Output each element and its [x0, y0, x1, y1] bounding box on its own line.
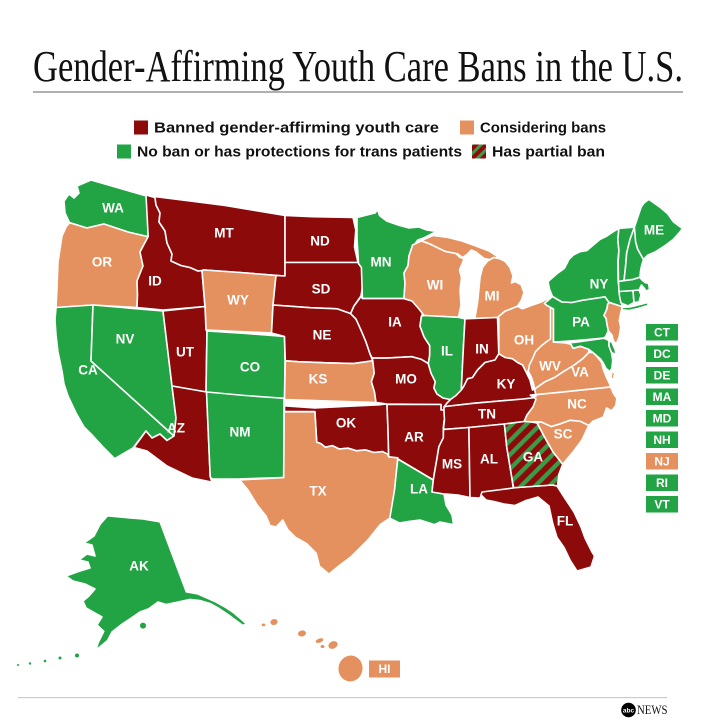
- svg-text:AZ: AZ: [167, 421, 185, 436]
- svg-text:NEWS: NEWS: [637, 702, 668, 717]
- svg-text:GA: GA: [523, 450, 544, 465]
- svg-text:NE: NE: [313, 328, 332, 343]
- svg-text:RI: RI: [656, 476, 668, 490]
- svg-text:KS: KS: [309, 372, 328, 387]
- svg-text:WI: WI: [427, 278, 444, 293]
- svg-text:PA: PA: [572, 315, 590, 330]
- svg-text:MT: MT: [214, 226, 234, 241]
- svg-text:WA: WA: [102, 201, 124, 216]
- svg-text:WV: WV: [539, 359, 561, 374]
- svg-text:ID: ID: [148, 274, 162, 289]
- svg-text:MN: MN: [371, 255, 392, 270]
- svg-text:Has partial ban: Has partial ban: [492, 145, 605, 161]
- svg-text:IL: IL: [441, 344, 453, 359]
- svg-text:VT: VT: [654, 498, 670, 512]
- svg-text:MD: MD: [653, 412, 672, 426]
- svg-text:MO: MO: [395, 372, 417, 387]
- svg-text:Gender-Affirming Youth Care Ba: Gender-Affirming Youth Care Bans in the …: [33, 42, 683, 91]
- svg-text:NH: NH: [653, 433, 670, 447]
- svg-text:MA: MA: [653, 390, 672, 404]
- svg-text:MS: MS: [442, 457, 462, 472]
- svg-text:CO: CO: [240, 360, 260, 375]
- svg-text:NJ: NJ: [654, 455, 669, 469]
- svg-text:DC: DC: [653, 347, 671, 361]
- svg-text:IN: IN: [475, 342, 489, 357]
- svg-text:Banned gender-affirming youth: Banned gender-affirming youth care: [154, 121, 439, 137]
- svg-text:AL: AL: [480, 452, 498, 467]
- svg-text:SC: SC: [554, 427, 573, 442]
- svg-text:NC: NC: [567, 397, 587, 412]
- svg-text:VA: VA: [571, 365, 589, 380]
- svg-text:FL: FL: [557, 514, 574, 529]
- svg-text:abc: abc: [623, 708, 635, 715]
- svg-text:SD: SD: [312, 282, 331, 297]
- svg-text:MI: MI: [485, 289, 500, 304]
- svg-text:NV: NV: [116, 332, 135, 347]
- svg-text:NM: NM: [230, 425, 251, 440]
- svg-text:IA: IA: [388, 315, 402, 330]
- svg-text:Considering bans: Considering bans: [480, 121, 606, 137]
- svg-text:AK: AK: [129, 559, 149, 574]
- svg-text:AR: AR: [404, 430, 424, 445]
- svg-text:TN: TN: [478, 407, 496, 422]
- svg-text:DE: DE: [654, 369, 671, 383]
- svg-text:KY: KY: [497, 377, 516, 392]
- svg-text:OK: OK: [336, 416, 357, 431]
- svg-text:OH: OH: [514, 333, 534, 348]
- svg-text:ME: ME: [644, 223, 664, 238]
- svg-text:No ban or has protections for: No ban or has protections for trans pati…: [137, 145, 462, 161]
- svg-text:OR: OR: [92, 255, 113, 270]
- svg-text:NY: NY: [590, 277, 609, 292]
- svg-text:WY: WY: [227, 293, 249, 308]
- svg-text:ND: ND: [310, 234, 330, 249]
- svg-text:CA: CA: [78, 363, 98, 378]
- svg-text:TX: TX: [309, 484, 326, 499]
- svg-text:HI: HI: [379, 662, 391, 676]
- svg-text:LA: LA: [410, 482, 428, 497]
- svg-text:UT: UT: [176, 345, 195, 360]
- svg-text:CT: CT: [654, 326, 671, 340]
